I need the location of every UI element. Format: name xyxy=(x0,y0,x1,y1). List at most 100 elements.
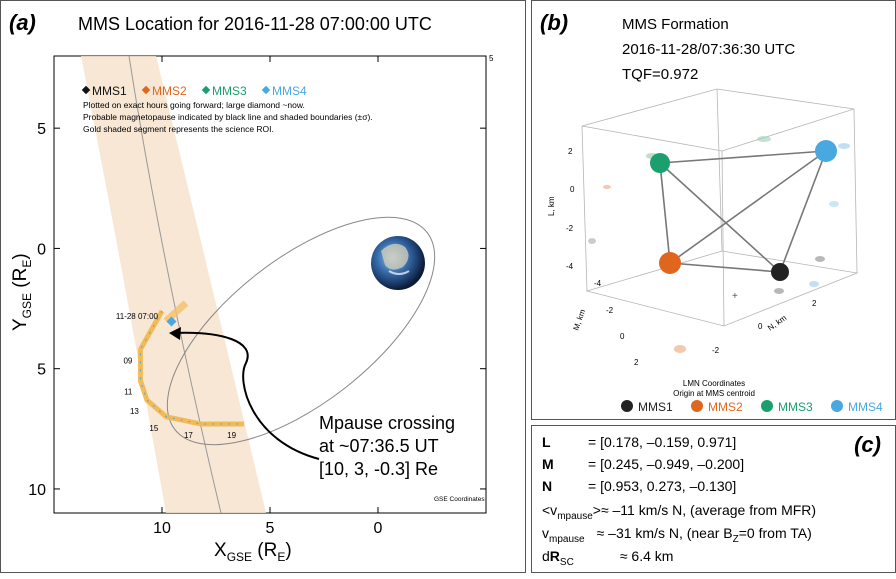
legend-label: MMS4 xyxy=(272,84,307,98)
legend-diamond-icon xyxy=(81,85,91,95)
x-axis-ticks: 10 5 0 xyxy=(153,56,383,537)
x-tick-label: 0 xyxy=(374,520,383,537)
vector-M-row: M = [0.245, –0.949, –0.200] xyxy=(542,456,745,472)
y-axis-label: YGSE (RE) xyxy=(10,253,34,331)
legend-a: MMS1 MMS2 MMS3 MMS4 xyxy=(81,84,307,98)
mms1-sphere xyxy=(771,263,789,281)
hour-label: 15 xyxy=(149,424,158,433)
note-line-2: Probable magnetopause indicated by black… xyxy=(83,112,373,122)
svg-text:-2: -2 xyxy=(606,306,614,315)
y-tick-label: 5 xyxy=(37,121,46,138)
magnetopause-band xyxy=(81,56,266,513)
formation-title: MMS Formation xyxy=(622,16,729,33)
vector-L-row: L = [0.178, –0.159, 0.971] xyxy=(542,434,737,450)
axis-N-ticks: -2 0 2 xyxy=(712,299,817,355)
vector-N-row: N = [0.953, 0.273, –0.130] xyxy=(542,478,737,494)
legend-item: MMS4 xyxy=(831,400,883,414)
svg-text:-2: -2 xyxy=(566,224,574,233)
formation-time: 2016-11-28/07:36:30 UTC xyxy=(622,41,795,58)
hour-label: 09 xyxy=(123,356,132,365)
legend-label: MMS3 xyxy=(212,84,247,98)
svg-text:-4: -4 xyxy=(594,279,602,288)
lmn-note-2: Origin at MMS centroid xyxy=(673,389,755,398)
panel-c: (c) L = [0.178, –0.159, 0.971] M = [0.245,… xyxy=(531,425,896,573)
annotation-line-1: Mpause crossing xyxy=(319,413,455,433)
x-tick-label: 10 xyxy=(153,520,171,537)
svg-text:2: 2 xyxy=(568,147,573,156)
axis-M-label: M, km xyxy=(571,308,587,332)
axis-N-label: N, km xyxy=(766,313,789,333)
legend-label: MMS1 xyxy=(92,84,127,98)
legend-dot-icon xyxy=(761,400,773,412)
y-tick-label: 0 xyxy=(37,241,46,258)
legend-item: MMS4 xyxy=(261,84,307,98)
svg-text:0: 0 xyxy=(570,185,575,194)
annotation-line-2: at ~07:36.5 UT xyxy=(319,436,439,456)
projection-shadows: + xyxy=(588,136,850,353)
legend-dot-icon xyxy=(831,400,843,412)
hour-labels: 11-28 07:00 09 11 13 15 17 19 xyxy=(116,312,237,440)
mms2-sphere xyxy=(659,252,681,274)
lmn-note-1: LMN Coordinates xyxy=(683,379,745,388)
axis-L-label: L, km xyxy=(547,196,556,216)
coords-note: GSE Coordinates xyxy=(434,496,485,503)
legend-item: MMS3 xyxy=(761,400,813,414)
y-tick-label: 10 xyxy=(28,482,46,499)
svg-text:-2: -2 xyxy=(712,346,720,355)
svg-text:0: 0 xyxy=(620,332,625,341)
panel-a-label: (a) xyxy=(9,10,36,35)
legend-diamond-icon xyxy=(201,85,211,95)
y-tick-label: 5 xyxy=(37,362,46,379)
note-line-1: Plotted on exact hours going forward; la… xyxy=(83,100,305,110)
hour-label: 19 xyxy=(227,431,236,440)
axis-M-ticks: -4 -2 0 2 xyxy=(594,279,639,367)
legend-item: MMS3 xyxy=(201,84,247,98)
annotation-arrowhead xyxy=(169,327,181,340)
panel-a-svg: (a) MMS Location for 2016-11-28 07:00:00… xyxy=(9,10,494,564)
legend-label: MMS1 xyxy=(638,400,673,414)
hour-label: 11 xyxy=(124,388,133,397)
legend-diamond-icon xyxy=(141,85,151,95)
current-position-diamond xyxy=(166,316,177,327)
legend-diamond-icon xyxy=(261,85,271,95)
tetrahedron-edges xyxy=(659,150,827,273)
legend-item: MMS1 xyxy=(621,400,673,414)
legend-item: MMS2 xyxy=(141,84,187,98)
svg-text:2: 2 xyxy=(634,358,639,367)
panel-a: (a) MMS Location for 2016-11-28 07:00:00… xyxy=(0,0,526,573)
mms4-sphere xyxy=(815,140,837,162)
legend-label: MMS3 xyxy=(778,400,813,414)
orbit-ellipse xyxy=(166,216,436,446)
earth-land xyxy=(381,243,409,270)
panel-a-title: MMS Location for 2016-11-28 07:00:00 UTC xyxy=(78,14,432,34)
orbit-track xyxy=(137,309,245,427)
earth-cloud xyxy=(388,270,410,275)
magnetopause-line xyxy=(128,56,222,513)
legend-b: MMS1 MMS2 MMS3 MMS4 xyxy=(621,400,883,414)
panel-b-svg: (b) MMS Formation 2016-11-28/07:36:30 UT… xyxy=(540,10,883,414)
separation-row: dRSC ≈ 6.4 km xyxy=(542,548,674,568)
y-axis-ticks: 5 0 5 10 xyxy=(28,121,486,499)
legend-label: MMS2 xyxy=(708,400,743,414)
panel-c-label: (c) xyxy=(854,432,881,457)
annotation-line-3: [10, 3, -0.3] Re xyxy=(319,459,438,479)
hour-label: 13 xyxy=(130,407,139,416)
box-3d xyxy=(581,88,859,327)
svg-text:2: 2 xyxy=(812,299,817,308)
hour-label: 17 xyxy=(184,431,193,440)
legend-item: MMS1 xyxy=(81,84,127,98)
velocity-ta-row: vmpause ≈ –31 km/s N, (near BZ=0 from TA) xyxy=(542,525,812,545)
legend-dot-icon xyxy=(691,400,703,412)
legend-item: MMS2 xyxy=(691,400,743,414)
hour-label: 11-28 07:00 xyxy=(116,312,159,321)
x-axis-label: XGSE (RE) xyxy=(214,540,292,564)
axis-L-ticks: 2 0 -2 -4 xyxy=(566,147,575,271)
x-tick-label: 5 xyxy=(266,520,275,537)
formation-tqf: TQF=0.972 xyxy=(622,66,698,83)
panel-b: (b) MMS Formation 2016-11-28/07:36:30 UT… xyxy=(531,0,896,420)
legend-label: MMS4 xyxy=(848,400,883,414)
annotation-arrow xyxy=(172,331,320,460)
svg-text:-4: -4 xyxy=(566,262,574,271)
velocity-average-row: <vmpause>≈ –11 km/s N, (average from MFR… xyxy=(542,502,817,522)
top-right-tick: 5 xyxy=(489,54,494,63)
